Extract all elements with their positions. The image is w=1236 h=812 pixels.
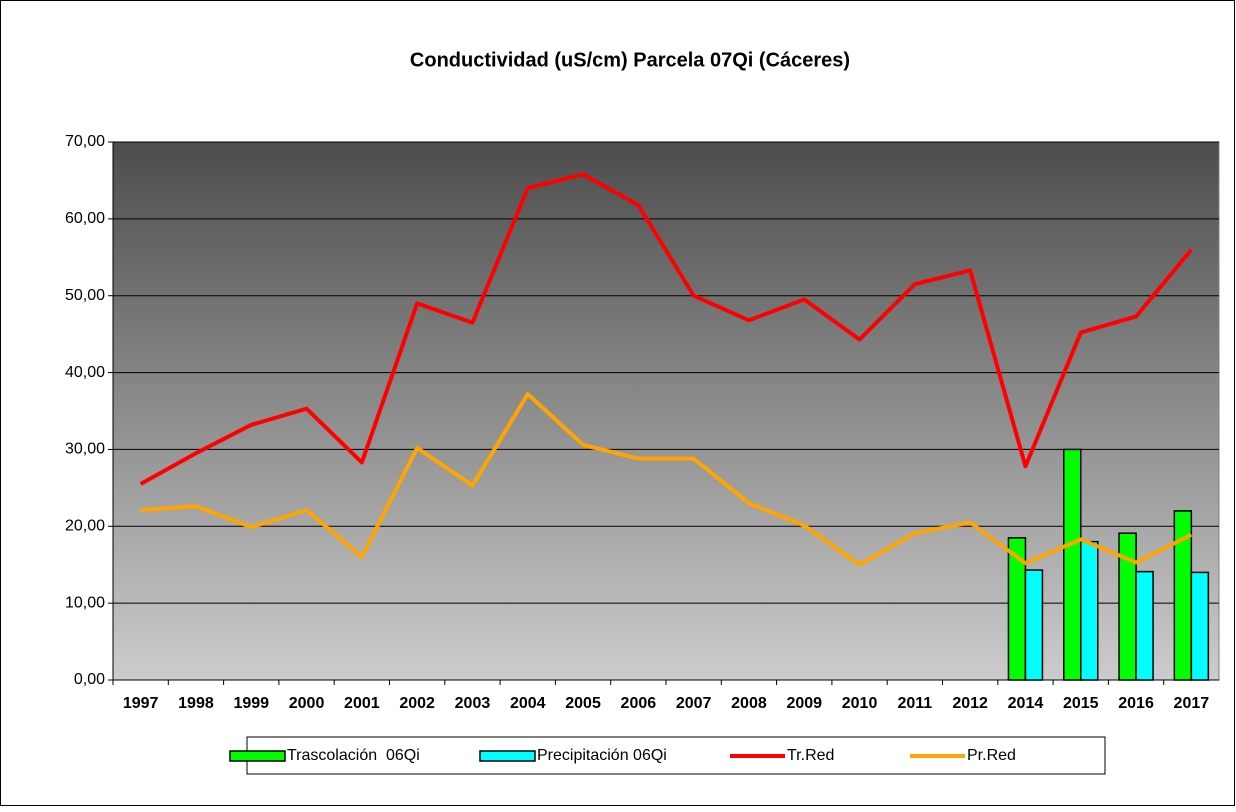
legend-label: Precipitación 06Qi bbox=[537, 747, 667, 764]
plot-area bbox=[112, 141, 1220, 681]
legend-label: Pr.Red bbox=[967, 747, 1016, 764]
x-tick-label: 2017 bbox=[1174, 695, 1210, 712]
x-tick-label: 2015 bbox=[1063, 695, 1099, 712]
legend-label: Trascolación 06Qi bbox=[287, 747, 420, 764]
bar bbox=[1080, 540, 1099, 681]
y-tick-label: 0,00 bbox=[74, 671, 105, 688]
y-tick-label: 70,00 bbox=[65, 133, 105, 150]
x-tick-label: 2010 bbox=[842, 695, 878, 712]
x-tick-label: 2001 bbox=[344, 695, 380, 712]
y-tick-label: 10,00 bbox=[65, 594, 105, 611]
x-tick-label: 1997 bbox=[123, 695, 159, 712]
bar bbox=[1190, 571, 1210, 681]
x-tick-label: 2009 bbox=[786, 695, 822, 712]
bar bbox=[1135, 570, 1154, 681]
x-tick-label: 2006 bbox=[621, 695, 657, 712]
y-tick-label: 50,00 bbox=[65, 287, 105, 304]
y-tick-label: 40,00 bbox=[65, 364, 105, 381]
bar bbox=[1063, 448, 1082, 681]
x-tick-label: 1998 bbox=[178, 695, 214, 712]
x-tick-label: 2000 bbox=[289, 695, 325, 712]
chart-title: Conductividad (uS/cm) Parcela 07Qi (Cáce… bbox=[410, 49, 850, 71]
x-tick-label: 2002 bbox=[399, 695, 435, 712]
y-tick-label: 60,00 bbox=[65, 210, 105, 227]
x-tick-label: 2012 bbox=[952, 695, 988, 712]
y-tick-label: 30,00 bbox=[65, 441, 105, 458]
x-tick-label: 2011 bbox=[897, 695, 932, 712]
x-tick-label: 2003 bbox=[455, 695, 491, 712]
x-tick-label: 2007 bbox=[676, 695, 712, 712]
line bbox=[140, 392, 1193, 567]
legend-swatch bbox=[229, 750, 286, 762]
x-tick-label: 2014 bbox=[1008, 695, 1044, 712]
y-tick-label: 20,00 bbox=[65, 518, 105, 535]
x-tick-label: 2008 bbox=[731, 695, 767, 712]
legend-label: Tr.Red bbox=[787, 747, 834, 764]
x-tick-label: 2016 bbox=[1118, 695, 1154, 712]
x-tick-label: 1999 bbox=[233, 695, 269, 712]
legend-swatch bbox=[479, 750, 536, 762]
bar bbox=[1024, 569, 1044, 681]
x-tick-label: 2004 bbox=[510, 695, 546, 712]
x-tick-label: 2005 bbox=[565, 695, 601, 712]
line bbox=[139, 172, 1193, 486]
